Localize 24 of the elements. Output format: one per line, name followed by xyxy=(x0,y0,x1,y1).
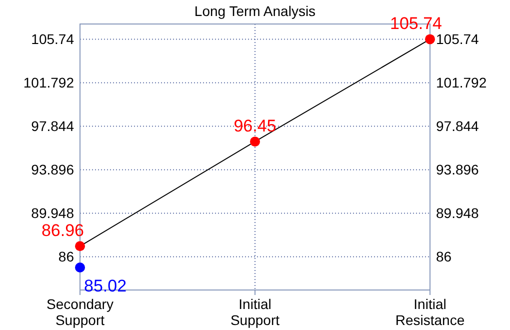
x-tick-label: Initial Support xyxy=(230,296,280,328)
data-label: 105.74 xyxy=(390,14,442,34)
y2-tick-label: 86 xyxy=(436,248,452,265)
y-tick-label: 89.948 xyxy=(31,205,74,222)
y-tick-label: 105.74 xyxy=(31,31,74,48)
x-tick-label: Secondary Support xyxy=(46,296,114,328)
point xyxy=(75,241,85,252)
y-tick-label: 101.792 xyxy=(23,74,74,91)
y2-tick-label: 93.896 xyxy=(436,162,480,178)
data-label: 86.96 xyxy=(41,221,84,240)
point xyxy=(75,262,85,273)
x-tick-label: Initial Resistance xyxy=(395,296,465,328)
point xyxy=(425,34,435,44)
chart-title: Long Term Analysis xyxy=(194,3,316,19)
y2-tick-label: 97.844 xyxy=(436,118,480,134)
y-tick-label: 93.896 xyxy=(31,162,74,178)
data-label: 85.02 xyxy=(84,276,127,296)
data-label: 96.45 xyxy=(234,116,276,136)
y2-tick-label: 89.948 xyxy=(436,205,480,222)
y-tick-label: 97.844 xyxy=(31,118,74,134)
point xyxy=(250,136,260,147)
y2-tick-label: 105.74 xyxy=(436,31,480,48)
y-tick-label: 86 xyxy=(58,248,74,265)
y2-tick-label: 101.792 xyxy=(436,74,487,91)
